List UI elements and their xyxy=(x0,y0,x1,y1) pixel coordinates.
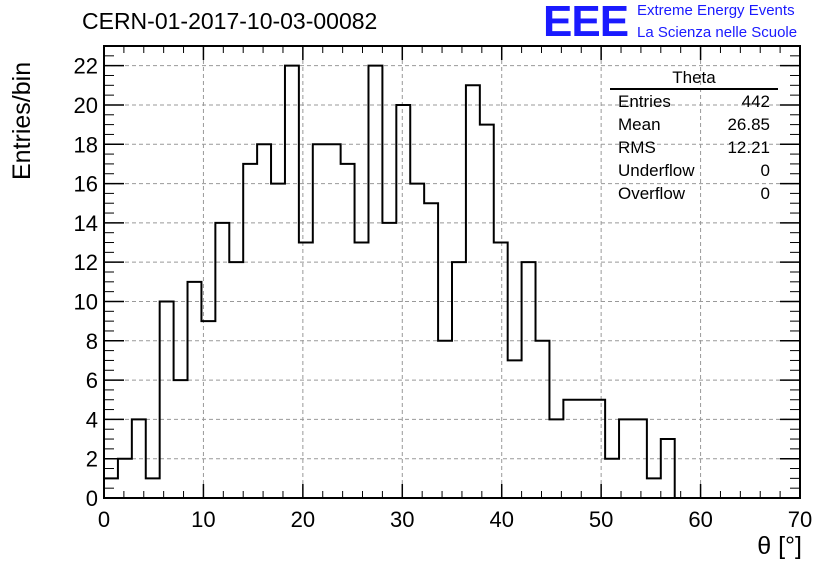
x-tick-label: 20 xyxy=(291,507,315,532)
y-axis-label: Entries/bin xyxy=(8,61,36,180)
histogram-bin xyxy=(146,478,160,498)
stats-row-underflow: Underflow 0 xyxy=(610,159,778,182)
x-tick-label: 70 xyxy=(788,507,812,532)
stats-row-rms: RMS 12.21 xyxy=(610,136,778,159)
histogram-bin xyxy=(215,223,229,498)
histogram-bin xyxy=(160,301,174,498)
stats-title: Theta xyxy=(610,68,778,90)
histogram-bin xyxy=(424,203,438,498)
histogram-outline xyxy=(103,64,800,499)
histogram-bin xyxy=(480,125,494,498)
stats-value: 26.85 xyxy=(727,115,770,134)
histogram-bin xyxy=(299,243,313,498)
y-tick-label: 18 xyxy=(74,132,98,157)
stats-row-entries: Entries 442 xyxy=(610,90,778,113)
x-tick-labels: 0 10 20 30 40 50 60 70 xyxy=(98,507,812,532)
plot-title: CERN-01-2017-10-03-00082 xyxy=(82,8,378,34)
y-tick-labels: 0 2 4 6 8 10 12 14 16 18 20 22 xyxy=(74,54,98,511)
histogram-bin xyxy=(313,144,327,498)
histogram-bin xyxy=(368,66,382,498)
histogram-bin xyxy=(174,380,188,498)
histogram-bin xyxy=(243,164,257,498)
histogram-bin xyxy=(647,478,661,498)
histogram-bin xyxy=(661,439,675,498)
eee-logo: EEE xyxy=(543,0,629,46)
stats-label: Underflow xyxy=(618,161,695,180)
y-tick-label: 10 xyxy=(74,289,98,314)
histogram-bin xyxy=(577,400,591,498)
y-tick-label: 2 xyxy=(86,447,98,472)
y-tick-label: 22 xyxy=(74,54,98,79)
x-tick-label: 50 xyxy=(589,507,613,532)
logo-line-1: Extreme Energy Events xyxy=(637,2,795,19)
stats-row-overflow: Overflow 0 xyxy=(610,182,778,205)
stats-label: Overflow xyxy=(618,184,686,203)
y-tick-label: 12 xyxy=(74,250,98,275)
y-tick-label: 0 xyxy=(86,486,98,511)
stats-box: Theta Entries 442 Mean 26.85 RMS 12.21 U… xyxy=(610,68,778,205)
histogram-bin xyxy=(341,164,355,498)
histogram-bin xyxy=(466,85,480,498)
histogram-bin xyxy=(285,66,299,498)
histogram-bin xyxy=(188,282,202,498)
stats-label: RMS xyxy=(618,138,656,157)
stats-value: 0 xyxy=(760,184,770,203)
histogram-bin xyxy=(327,144,341,498)
stats-row-mean: Mean 26.85 xyxy=(610,113,778,136)
y-tick-label: 6 xyxy=(86,368,98,393)
y-tick-label: 8 xyxy=(86,329,98,354)
x-tick-label: 60 xyxy=(688,507,712,532)
x-tick-label: 40 xyxy=(489,507,513,532)
y-tick-label: 20 xyxy=(74,93,98,118)
y-tick-label: 14 xyxy=(74,211,98,236)
logo-line-2: La Scienza nelle Scuole xyxy=(637,24,798,41)
histogram-bin xyxy=(494,243,508,498)
histogram-bin xyxy=(355,243,369,498)
stats-label: Entries xyxy=(618,92,671,111)
histogram-bin xyxy=(563,400,577,498)
stats-value: 442 xyxy=(741,92,770,111)
x-axis-label: θ [°] xyxy=(757,532,802,560)
histogram-bin xyxy=(605,459,619,498)
histogram-bin xyxy=(591,400,605,498)
histogram-bin xyxy=(508,360,522,498)
x-tick-label: 10 xyxy=(191,507,215,532)
stats-label: Mean xyxy=(618,115,661,134)
stats-value: 0 xyxy=(760,161,770,180)
y-tick-label: 16 xyxy=(74,172,98,197)
histogram-bin xyxy=(382,223,396,498)
grid-lines xyxy=(103,46,801,498)
x-tick-label: 0 xyxy=(98,507,110,532)
x-tick-label: 30 xyxy=(390,507,414,532)
stats-value: 12.21 xyxy=(727,138,770,157)
axis-ticks xyxy=(103,46,801,499)
histogram-bin xyxy=(118,459,132,498)
histogram-bin xyxy=(257,144,271,498)
y-tick-label: 4 xyxy=(86,407,98,432)
